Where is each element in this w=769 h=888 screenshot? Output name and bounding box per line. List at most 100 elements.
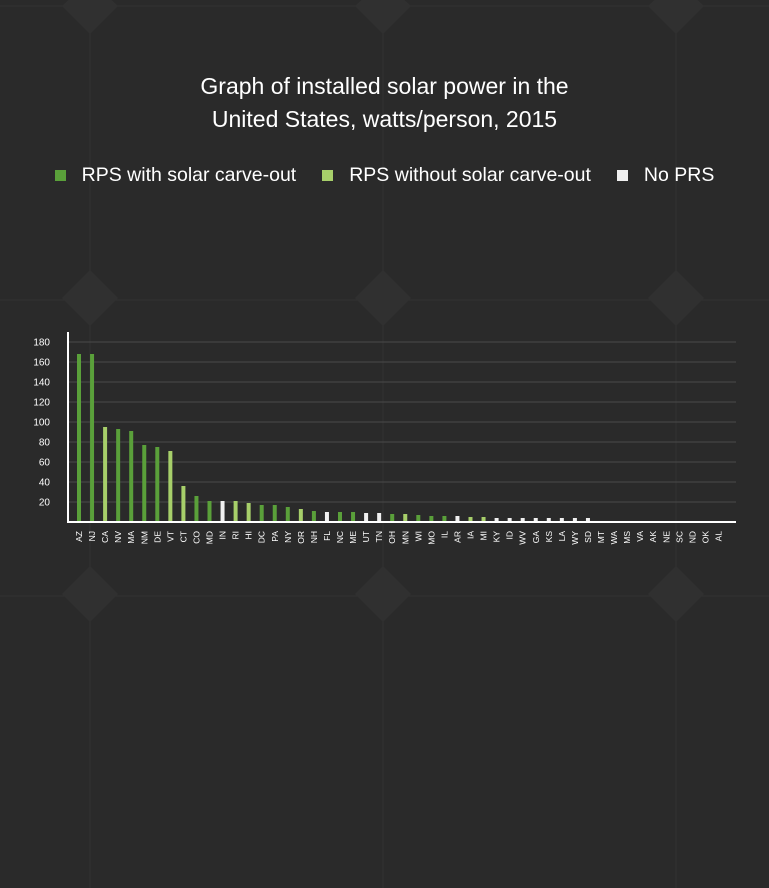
legend-item-no-prs: No PRS xyxy=(616,164,715,187)
bar-nv xyxy=(116,429,121,522)
bar-dc xyxy=(259,505,264,522)
y-tick-label: 180 xyxy=(33,338,50,349)
x-tick-label-nv: NV xyxy=(113,531,123,543)
bar-il xyxy=(442,516,447,522)
x-tick-label-ne: NE xyxy=(661,531,671,543)
x-tick-label-ny: NY xyxy=(283,531,293,543)
bar-mi xyxy=(481,517,486,522)
x-tick-label-al: AL xyxy=(713,531,723,542)
chart-title: Graph of installed solar power in the Un… xyxy=(0,70,769,136)
bar-pa xyxy=(272,505,277,522)
bar-md xyxy=(207,501,212,522)
x-tick-label-oh: OH xyxy=(387,531,397,544)
x-tick-label-nj: NJ xyxy=(87,531,97,541)
bar-nh xyxy=(311,511,316,522)
x-tick-label-dc: DC xyxy=(257,531,267,543)
x-tick-label-pa: PA xyxy=(270,531,280,542)
gridlines xyxy=(68,341,736,503)
x-tick-label-ut: UT xyxy=(361,531,371,542)
bar-hi xyxy=(246,503,251,522)
x-tick-label-hi: HI xyxy=(244,531,254,540)
x-tick-label-vt: VT xyxy=(165,531,175,542)
bars xyxy=(77,354,590,522)
x-tick-label-or: OR xyxy=(296,531,306,544)
chart-legend: RPS with solar carve-out RPS without sol… xyxy=(0,164,769,187)
x-tick-label-il: IL xyxy=(439,531,449,538)
bar-ga xyxy=(533,518,538,522)
bar-ri xyxy=(233,501,238,522)
x-tick-label-me: ME xyxy=(348,531,358,544)
legend-item-rps-without-carve-out: RPS without solar carve-out xyxy=(322,164,591,187)
bar-id xyxy=(507,518,512,522)
bar-mn xyxy=(403,514,408,522)
bar-wi xyxy=(416,515,421,522)
bar-chart: 20 40 60 80 100 120 140 160 180 AZ NJ CA NV MA NM DE VT… xyxy=(33,332,736,545)
bar-wy xyxy=(572,518,577,522)
y-tick-label: 160 xyxy=(33,358,50,369)
bar-ks xyxy=(546,518,551,522)
bar-ct xyxy=(181,486,186,522)
x-axis-ticks: AZ NJ CA NV MA NM DE VT CT CO MD IN RI HI DC PA NY OR NH FL… xyxy=(74,531,723,545)
x-tick-label-az: AZ xyxy=(74,531,84,542)
bar-sd xyxy=(585,518,590,522)
bar-ny xyxy=(285,507,290,522)
x-tick-label-nh: NH xyxy=(309,531,319,543)
bar-nm xyxy=(142,445,147,522)
bar-fl xyxy=(324,512,329,522)
x-tick-label-ks: KS xyxy=(544,531,554,543)
x-tick-label-mo: MO xyxy=(426,531,436,545)
legend-label-no-prs: No PRS xyxy=(643,164,715,186)
bar-az xyxy=(77,354,81,522)
bar-tn xyxy=(377,513,382,522)
x-tick-label-sc: SC xyxy=(674,531,684,543)
y-tick-label: 60 xyxy=(39,458,51,469)
bar-vt xyxy=(168,451,173,522)
x-tick-label-id: ID xyxy=(505,531,515,540)
bar-mo xyxy=(429,516,434,522)
x-tick-label-nd: ND xyxy=(687,531,697,543)
x-tick-label-ca: CA xyxy=(100,531,110,543)
x-tick-label-wi: WI xyxy=(413,531,423,541)
bar-or xyxy=(298,509,303,522)
x-tick-label-tn: TN xyxy=(374,531,384,542)
x-tick-label-wa: WA xyxy=(609,531,619,545)
bar-ca xyxy=(103,427,108,522)
chart-title-line-1: Graph of installed solar power in the xyxy=(200,73,569,99)
x-tick-label-ms: MS xyxy=(622,531,632,544)
x-tick-label-wv: WV xyxy=(518,531,528,545)
bar-ky xyxy=(494,518,499,522)
bar-oh xyxy=(390,514,395,522)
x-tick-label-ga: GA xyxy=(531,531,541,544)
x-tick-label-la: LA xyxy=(557,531,567,542)
y-axis-ticks: 20 40 60 80 100 120 140 160 180 xyxy=(33,338,50,509)
x-tick-label-ma: MA xyxy=(126,531,136,544)
x-tick-label-wy: WY xyxy=(570,531,580,545)
x-tick-label-ia: IA xyxy=(466,531,476,539)
y-tick-label: 80 xyxy=(39,438,51,449)
x-tick-label-ky: KY xyxy=(492,531,502,543)
x-tick-label-ct: CT xyxy=(178,531,188,542)
bar-wv xyxy=(520,518,525,522)
y-tick-label: 100 xyxy=(33,418,50,429)
x-tick-label-ak: AK xyxy=(648,531,658,543)
x-tick-label-mi: MI xyxy=(479,531,489,540)
bar-ut xyxy=(364,513,369,522)
bar-me xyxy=(351,512,356,522)
x-tick-label-de: DE xyxy=(152,531,162,543)
x-tick-label-nm: NM xyxy=(139,531,149,544)
legend-swatch-no-prs xyxy=(616,170,628,181)
bar-nc xyxy=(338,512,342,522)
x-tick-label-fl: FL xyxy=(322,531,332,541)
y-tick-label: 140 xyxy=(33,378,50,389)
bar-nj xyxy=(90,354,95,522)
y-tick-label: 120 xyxy=(33,398,50,409)
x-tick-label-ri: RI xyxy=(231,531,241,540)
x-tick-label-in: IN xyxy=(218,531,228,540)
bar-de xyxy=(155,447,160,522)
x-tick-label-md: MD xyxy=(205,531,215,544)
x-tick-label-mt: MT xyxy=(596,531,606,543)
y-tick-label: 20 xyxy=(39,498,51,509)
legend-swatch-rps-without-carve-out xyxy=(322,170,334,181)
x-tick-label-nc: NC xyxy=(335,531,345,543)
bar-ia xyxy=(468,517,473,522)
